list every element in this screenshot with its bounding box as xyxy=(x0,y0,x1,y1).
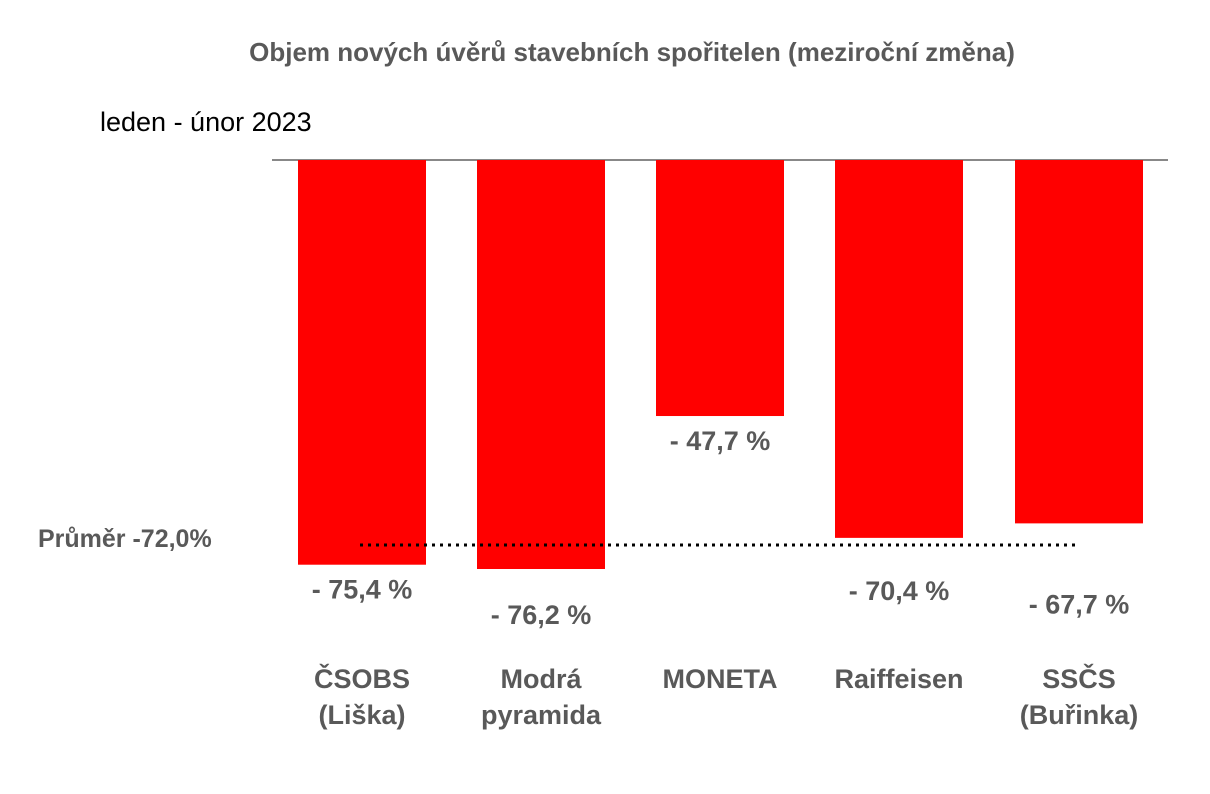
chart-title: Objem nových úvěrů stavebních spořitelen… xyxy=(249,37,1015,67)
category-label: SSČS (Buřinka) xyxy=(1020,663,1139,730)
data-label: - 67,7 % xyxy=(1029,589,1130,619)
category-labels-group: ČSOBS (Liška) Modrá pyramida MONETA Raiffeise… xyxy=(314,663,1138,730)
category-label-line: pyramida xyxy=(481,700,602,730)
chart-subtitle: leden - únor 2023 xyxy=(100,107,312,137)
data-label: - 75,4 % xyxy=(312,575,413,605)
bar xyxy=(835,160,963,538)
category-label-line: SSČS xyxy=(1042,663,1116,694)
category-label-line: Modrá xyxy=(501,664,583,694)
category-label-line: Raiffeisen xyxy=(834,664,963,694)
category-label-line: ČSOBS xyxy=(314,663,410,694)
bar xyxy=(1015,160,1143,524)
average-label: Průměr -72,0% xyxy=(38,525,212,553)
category-label-line: (Buřinka) xyxy=(1020,700,1139,730)
category-label: ČSOBS (Liška) xyxy=(314,663,410,730)
category-label-line: MONETA xyxy=(663,664,778,694)
bar xyxy=(477,160,605,569)
category-label: Raiffeisen xyxy=(834,664,963,694)
category-label: MONETA xyxy=(663,664,778,694)
data-label: - 76,2 % xyxy=(491,600,592,630)
category-label-line: (Liška) xyxy=(318,700,405,730)
data-labels-group: - 75,4 % - 76,2 % - 47,7 % - 70,4 % - 67,7 % xyxy=(312,426,1130,630)
bar xyxy=(656,160,784,417)
bar xyxy=(298,160,426,565)
category-label: Modrá pyramida xyxy=(481,664,602,730)
data-label: - 47,7 % xyxy=(670,426,771,456)
data-label: - 70,4 % xyxy=(849,576,950,606)
bars-group xyxy=(298,160,1143,569)
